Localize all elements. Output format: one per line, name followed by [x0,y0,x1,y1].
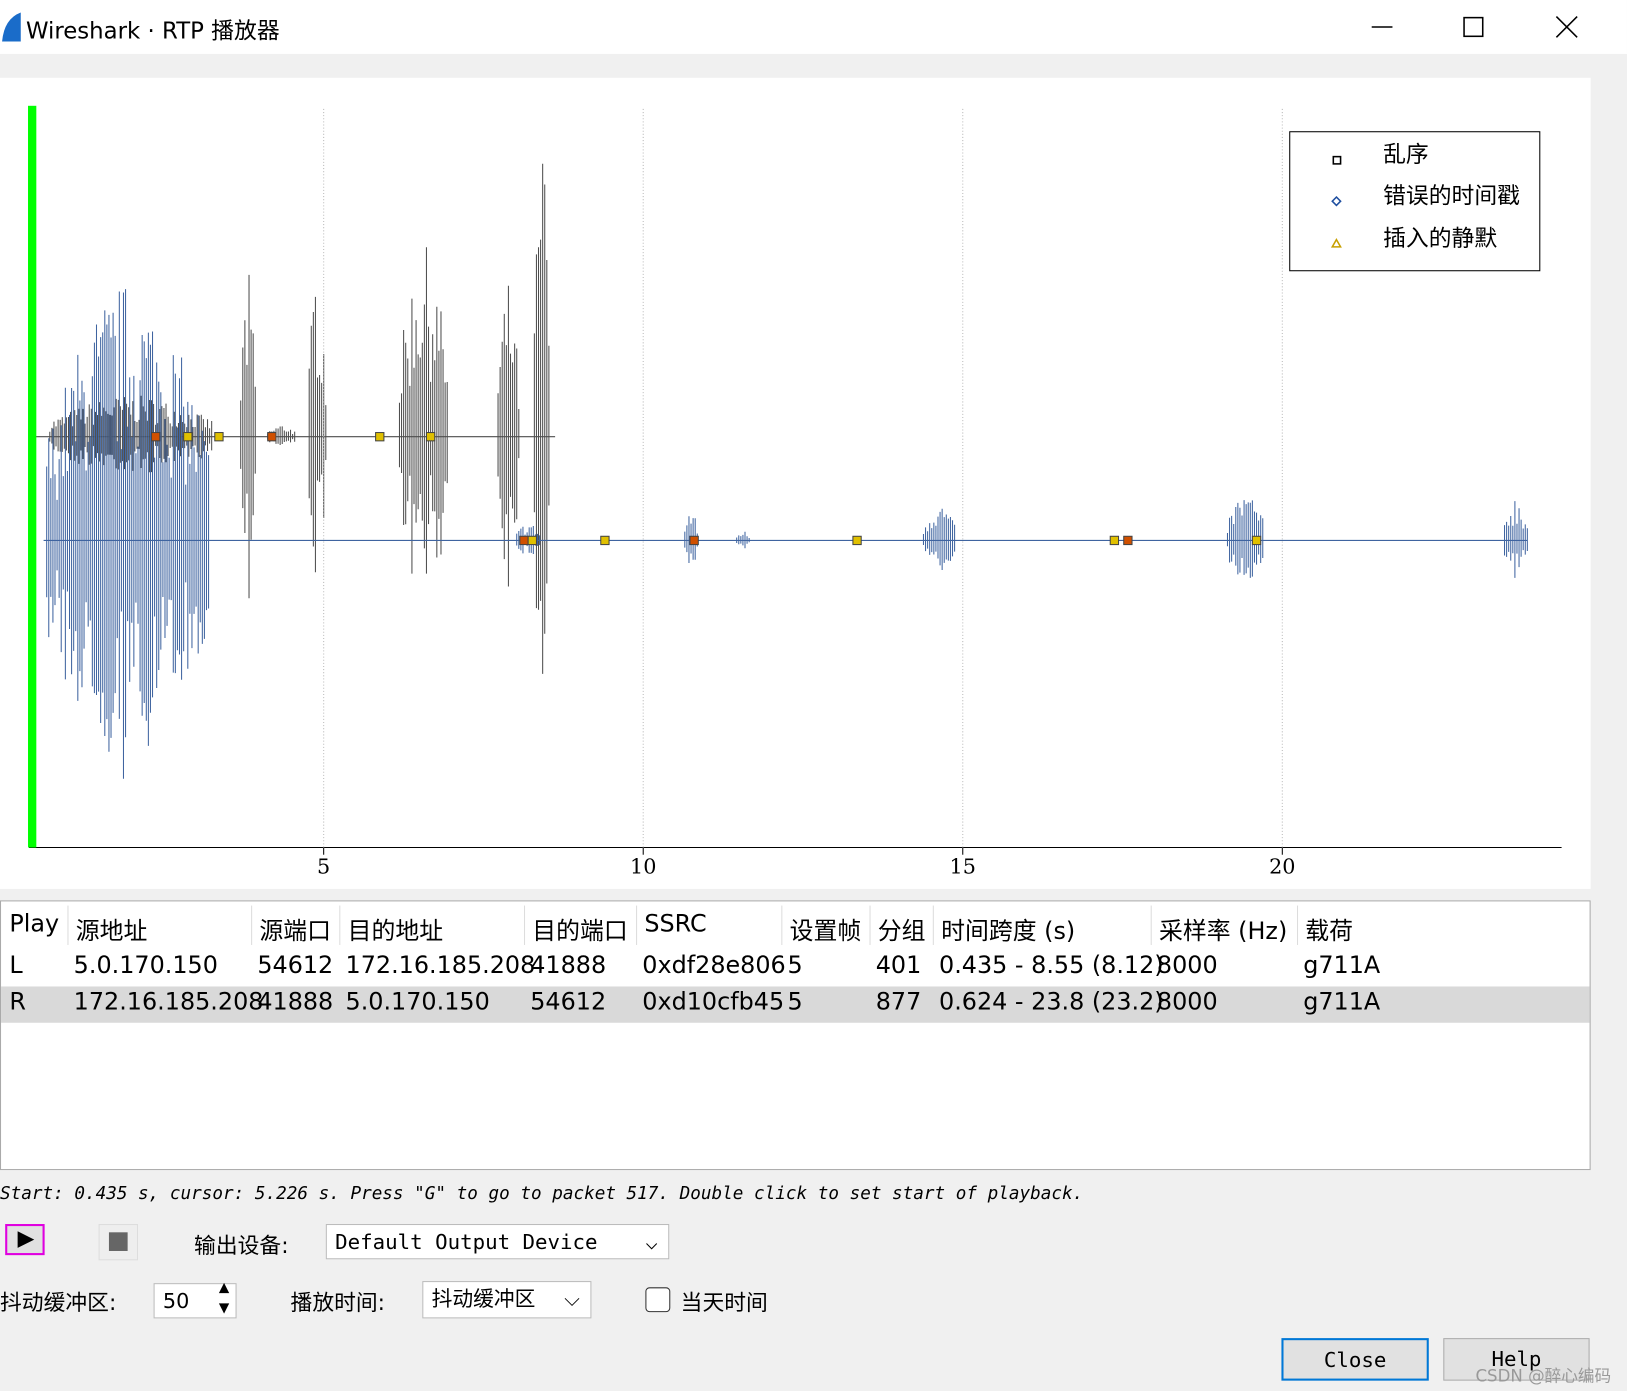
column-header: SSRC [644,910,707,938]
table-cell: 41888 [257,988,334,1016]
table-cell: g711A [1303,988,1381,1016]
silence-marker [267,432,277,442]
table-cell: 5.0.170.150 [73,952,218,980]
table-cell: g711A [1303,952,1381,980]
legend-label: 乱序 [1383,142,1429,168]
today-checkbox[interactable] [645,1287,671,1313]
table-cell: 0.624 - 23.8 (23.2) [939,988,1164,1016]
column-header: 时间跨度 (s) [941,918,1076,945]
today-label: 当天时间 [680,1290,768,1316]
output-label: 输出设备: [194,1233,289,1259]
silence-marker [214,432,224,442]
column-header: 分组 [877,918,926,945]
column-header: 源端口 [259,918,331,945]
column-separator [932,905,934,945]
legend-label: 插入的静默 [1383,226,1497,252]
silence-marker [519,535,529,546]
table-cell: 5 [787,988,803,1016]
column-header: 采样率 (Hz) [1158,918,1288,945]
column-header: 目的端口 [532,918,628,945]
watermark: CSDN @醉心编码 [1475,1366,1612,1386]
title-bar [0,0,1627,54]
legend-label: 错误的时间戳 [1383,184,1520,210]
column-separator [523,905,526,945]
silence-marker [1251,535,1262,546]
x-tick-label: 10 [630,855,656,879]
time-combo[interactable]: 抖动缓冲区 ⌵ [422,1281,592,1319]
column-header: Play [9,910,60,938]
table-cell: 8000 [1156,952,1218,980]
table-cell: 8000 [1156,988,1218,1016]
status-text: Start: 0.435 s, cursor: 5.226 s. Press "… [0,1183,1084,1205]
x-tick-label: 5 [317,855,330,879]
table-cell: 54612 [257,952,334,980]
jitter-spinbox[interactable]: 50 ▲ ▼ [153,1280,237,1319]
combo-text: Default Output Device [335,1229,598,1255]
app-icon [2,12,21,42]
column-header: 目的地址 [347,918,444,945]
table-cell: 5.0.170.150 [345,988,490,1016]
table-cell: 41888 [530,952,607,980]
stream-table[interactable]: Play 源地址 源端口 目的地址 目的端口 SSRC 设置帧 分组 时间跨度 (s) 采样率 (… [0,900,1591,1171]
column-separator [1297,905,1299,945]
table-cell: 401 [875,952,922,980]
combo-text: 抖动缓冲区 [431,1286,536,1312]
silence-marker [852,535,862,546]
spin-text: 50 [162,1288,190,1314]
window-controls[interactable] [1359,8,1598,45]
selected-row [1,986,1590,1023]
x-tick-label: 15 [950,855,976,879]
table-cell: 172.16.185.208 [345,952,536,980]
column-header: 源地址 [75,918,148,945]
silence-marker [183,432,193,442]
time-label: 播放时间: [290,1290,386,1316]
window-title: Wireshark · RTP 播放器 [25,18,280,45]
table-cell: 0xd10cfb45 [642,988,785,1016]
column-separator [251,905,253,945]
silence-marker [689,535,699,546]
column-separator [1150,905,1152,945]
column-separator [67,905,69,945]
table-cell: L [9,952,23,980]
x-tick-label: 20 [1269,855,1295,879]
help-button[interactable]: Help [1443,1338,1590,1381]
playback-cursor [28,105,37,848]
column-separator [339,905,341,945]
silence-marker [375,432,385,442]
silence-marker [600,535,610,546]
table-cell: 877 [875,988,922,1016]
close-button[interactable]: Close [1281,1338,1429,1381]
table-cell: 172.16.185.208 [73,988,264,1016]
stop-button[interactable] [98,1224,139,1261]
column-separator [636,905,638,945]
silence-marker [1123,535,1133,546]
silence-marker [425,432,436,442]
table-cell: 0xdf28e806 [642,952,786,980]
output-device-combo[interactable]: Default Output Device ⌵ [325,1224,670,1260]
silence-marker [527,535,537,546]
silence-marker [150,432,161,442]
waveform-plot[interactable]: 乱序 错误的时间戳 插入的静默 5 10 15 20 [0,0,1627,892]
play-button[interactable] [5,1224,45,1256]
table-cell: 54612 [530,988,607,1016]
jitter-label: 抖动缓冲区: [0,1290,117,1316]
table-cell: 0.435 - 8.55 (8.12) [939,952,1164,980]
table-cell: 5 [787,952,803,980]
silence-marker [1109,535,1120,546]
column-separator [781,905,783,945]
legend: 乱序 错误的时间戳 插入的静默 [1289,131,1541,272]
column-separator [869,905,871,945]
table-cell: R [9,988,26,1016]
column-header: 载荷 [1305,918,1354,945]
column-header: 设置帧 [789,918,862,945]
